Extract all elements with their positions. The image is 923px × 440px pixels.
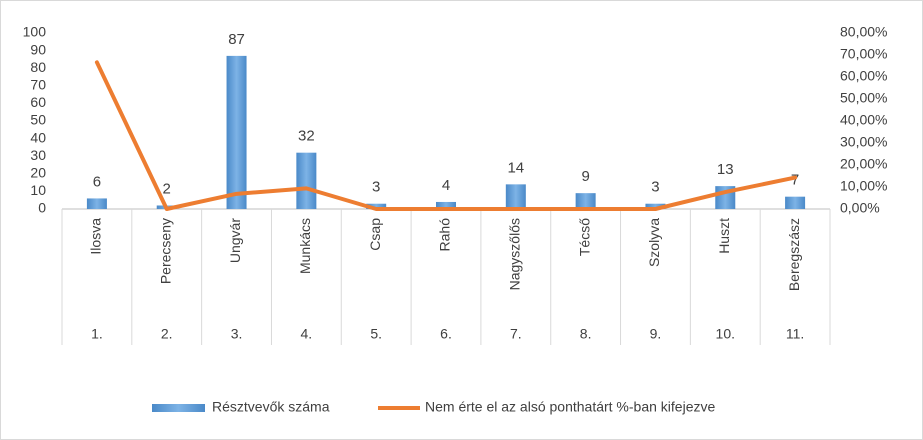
bar xyxy=(366,203,387,209)
y-tick-label: 10 xyxy=(30,182,46,198)
bar xyxy=(575,193,596,209)
x-tick-label: Beregszász xyxy=(786,218,802,291)
data-label: 13 xyxy=(717,161,734,178)
y-tick-label: 0 xyxy=(38,200,46,216)
y-tick-label: 50 xyxy=(30,112,46,128)
y2-tick-label: 80,00% xyxy=(840,24,887,40)
y-tick-label: 100 xyxy=(23,24,47,40)
y2-tick-label: 20,00% xyxy=(840,156,887,172)
data-label: 2 xyxy=(163,180,171,197)
x-group-label: 6. xyxy=(440,326,452,342)
data-label: 6 xyxy=(93,173,101,190)
y-tick-label: 40 xyxy=(30,129,46,145)
y2-tick-label: 0,00% xyxy=(840,200,880,216)
bar xyxy=(226,55,247,209)
x-tick-label: Ungvár xyxy=(227,218,243,263)
bar xyxy=(785,196,806,209)
line xyxy=(94,60,798,211)
data-label: 32 xyxy=(298,128,315,145)
y2-tick-label: 10,00% xyxy=(840,178,887,194)
x-tick-label: Csap xyxy=(367,218,383,251)
y2-tick-label: 40,00% xyxy=(840,112,887,128)
y2-tick-label: 60,00% xyxy=(840,68,887,84)
data-label: 7 xyxy=(791,172,799,189)
y2-tick-label: 70,00% xyxy=(840,46,887,62)
bar xyxy=(645,203,666,209)
y2-tick-label: 30,00% xyxy=(840,134,887,150)
y-tick-label: 30 xyxy=(30,147,46,163)
legend-swatch xyxy=(152,404,205,412)
bar xyxy=(505,184,526,209)
legend-label: Nem érte el az alsó ponthatárt %-ban kif… xyxy=(425,399,715,415)
y2-tick-label: 50,00% xyxy=(840,90,887,106)
x-tick-label: Huszt xyxy=(716,218,732,254)
x-tick-label: Ilosva xyxy=(88,218,104,255)
bar xyxy=(86,198,107,209)
data-label: 87 xyxy=(228,31,245,48)
x-group-label: 1. xyxy=(91,326,103,342)
legend-label: Résztvevők száma xyxy=(212,399,330,415)
x-tick-label: Nagyszőlős xyxy=(507,218,523,290)
x-group-label: 7. xyxy=(510,326,522,342)
data-label: 4 xyxy=(442,177,450,194)
y-tick-label: 60 xyxy=(30,94,46,110)
x-tick-label: Szolyva xyxy=(646,218,662,267)
x-tick-label: Rahó xyxy=(437,218,453,252)
data-label: 3 xyxy=(651,179,659,196)
y-tick-label: 80 xyxy=(30,59,46,75)
data-label: 14 xyxy=(507,159,524,176)
x-tick-label: Perecseny xyxy=(157,218,173,284)
x-group-label: 5. xyxy=(370,326,382,342)
data-label: 9 xyxy=(581,168,589,185)
x-tick-label: Técső xyxy=(576,218,592,256)
x-group-label: 4. xyxy=(301,326,313,342)
bar xyxy=(296,152,317,209)
y-tick-label: 70 xyxy=(30,77,46,93)
y-tick-label: 90 xyxy=(30,41,46,57)
x-tick-label: Munkács xyxy=(297,218,313,274)
x-group-label: 2. xyxy=(161,326,173,342)
x-group-label: 11. xyxy=(786,326,804,342)
x-group-label: 8. xyxy=(580,326,592,342)
x-group-label: 3. xyxy=(231,326,243,342)
data-label: 3 xyxy=(372,179,380,196)
x-group-label: 9. xyxy=(650,326,662,342)
bar xyxy=(436,201,456,209)
y-tick-label: 20 xyxy=(30,165,46,181)
x-group-label: 10. xyxy=(716,326,735,342)
